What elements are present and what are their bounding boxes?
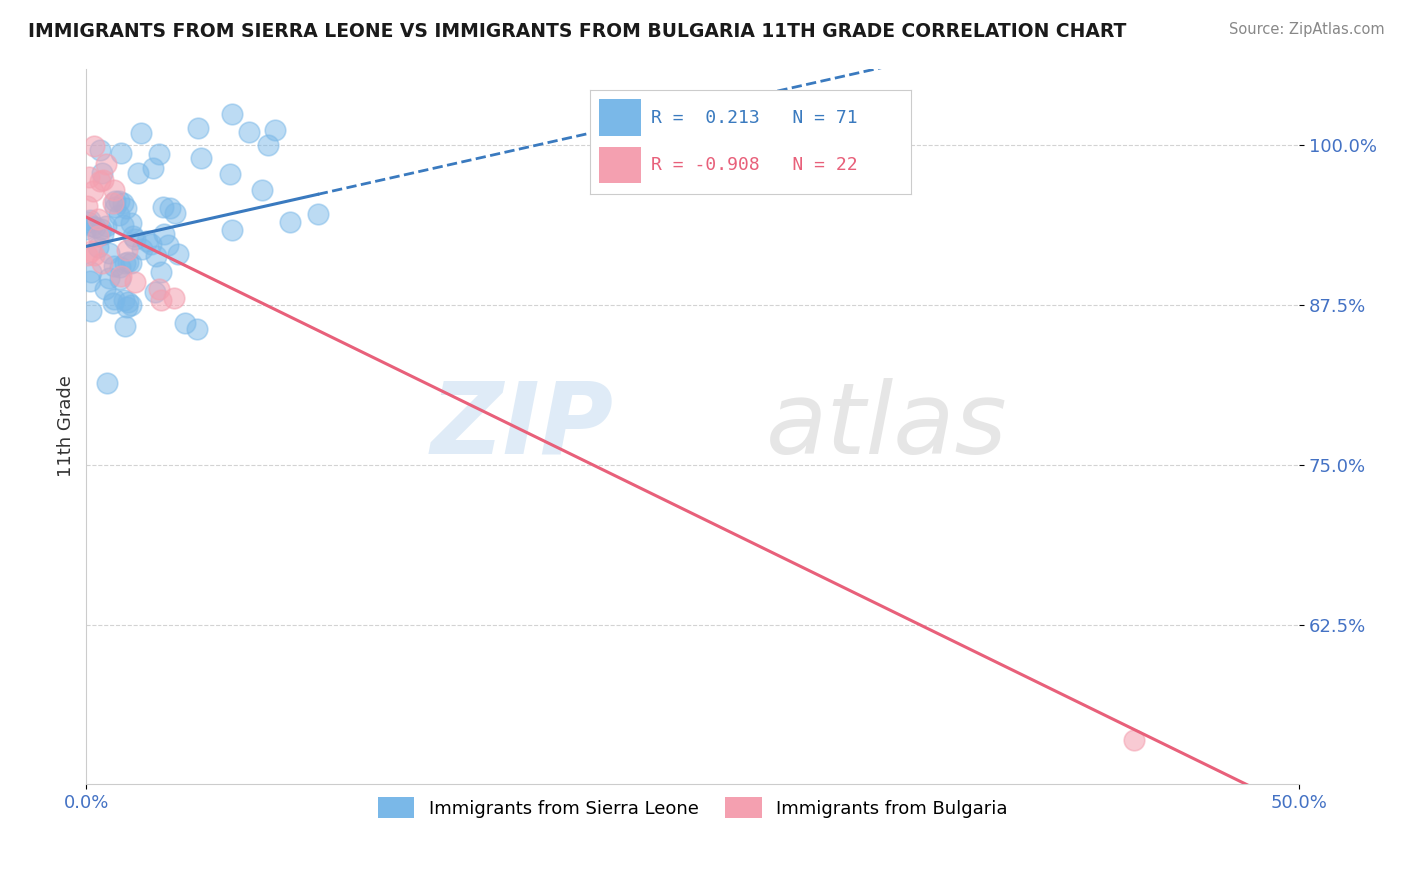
Point [190,151,212,165]
Point [141,237,163,252]
Point [150,293,173,307]
Point [307,207,329,221]
Point [82,184,104,198]
Point [124,232,146,246]
Point [114,256,136,270]
Point [136,235,159,249]
Point [221,107,243,121]
Point [87,240,110,254]
Point [252,183,274,197]
Point [76,248,98,262]
Point [83,247,105,261]
Point [159,201,181,215]
Point [165,206,187,220]
Point [122,229,145,244]
Point [186,322,208,336]
Point [83,139,105,153]
Point [153,227,176,241]
Point [104,200,127,214]
Point [89,174,111,188]
Point [120,216,142,230]
Point [120,255,142,269]
Point [278,215,301,229]
Point [114,318,136,333]
Point [115,243,138,257]
Point [75,222,97,236]
Point [117,295,139,310]
Point [91,167,114,181]
Point [84,219,107,234]
Point [150,265,173,279]
Point [79,212,101,227]
Point [115,301,138,315]
Point [94,219,117,233]
Point [124,276,146,290]
Point [112,293,135,307]
Point [110,146,132,161]
Point [82,219,104,234]
Point [152,200,174,214]
Point [157,238,180,252]
Point [103,292,125,306]
Point [264,123,287,137]
Text: Source: ZipAtlas.com: Source: ZipAtlas.com [1229,22,1385,37]
Point [79,274,101,288]
Point [91,255,114,269]
Point [96,376,118,390]
Point [107,194,129,209]
Point [108,260,131,274]
Point [77,170,100,185]
Point [167,247,190,261]
Point [87,229,110,244]
Point [90,222,112,236]
Point [87,212,110,227]
Point [80,303,103,318]
Point [76,215,98,229]
Point [107,208,129,222]
Point [114,201,136,215]
Point [221,223,243,237]
Point [219,167,242,181]
Point [98,271,121,285]
Point [120,297,142,311]
Y-axis label: 11th Grade: 11th Grade [58,376,75,477]
Point [163,291,186,305]
Text: ZIP: ZIP [430,378,614,475]
Text: IMMIGRANTS FROM SIERRA LEONE VS IMMIGRANTS FROM BULGARIA 11TH GRADE CORRELATION : IMMIGRANTS FROM SIERRA LEONE VS IMMIGRAN… [28,22,1126,41]
Point [91,173,114,187]
Point [148,282,170,296]
Point [101,196,124,211]
Point [111,195,134,210]
Point [187,121,209,136]
Point [103,194,125,208]
Point [101,295,124,310]
Point [110,268,132,283]
Point [80,265,103,279]
Text: atlas: atlas [765,378,1007,475]
Point [94,157,117,171]
Point [111,218,134,232]
Point [80,244,103,258]
Point [257,137,280,152]
Point [129,126,152,140]
Point [145,249,167,263]
Point [238,125,260,139]
Point [97,246,120,260]
Point [103,183,125,197]
Point [117,255,139,269]
Point [127,166,149,180]
Point [142,161,165,176]
Point [76,199,98,213]
Point [1123,732,1146,747]
Point [103,259,125,273]
Legend: Immigrants from Sierra Leone, Immigrants from Bulgaria: Immigrants from Sierra Leone, Immigrants… [371,790,1015,825]
Point [108,272,131,286]
Point [91,227,114,242]
Point [148,146,170,161]
Point [143,285,166,299]
Point [131,242,153,256]
Point [89,143,111,157]
Point [94,283,117,297]
Point [174,316,197,330]
